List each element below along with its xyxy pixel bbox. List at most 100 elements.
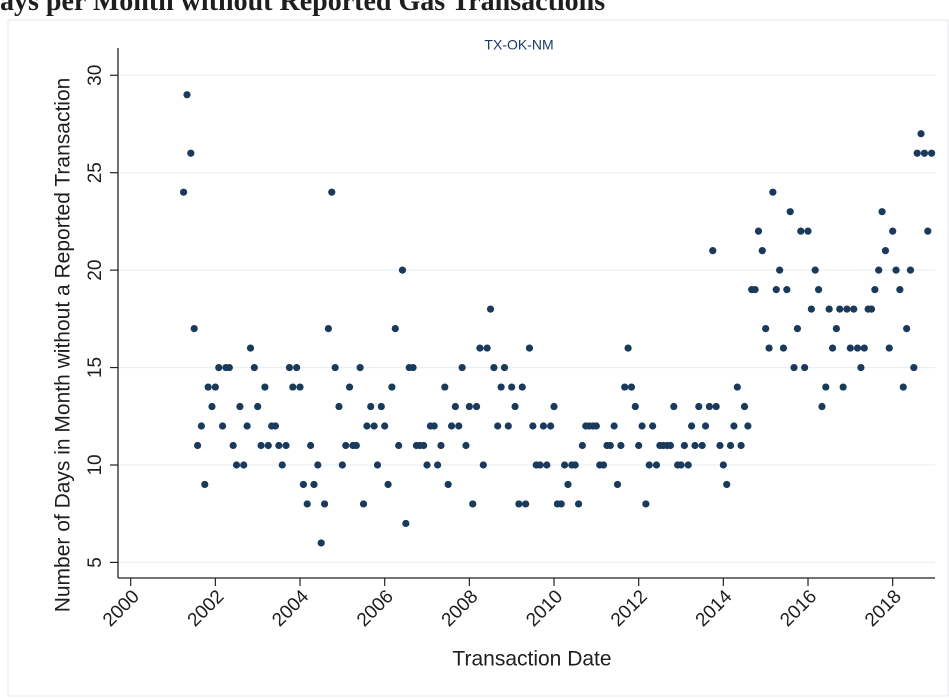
point	[754, 227, 763, 235]
point	[342, 441, 350, 450]
point	[695, 402, 703, 411]
point	[250, 363, 258, 372]
point	[635, 441, 643, 450]
point	[465, 402, 473, 411]
point	[621, 383, 629, 391]
point	[839, 383, 847, 391]
point	[758, 247, 766, 255]
y-tick-label: 15	[85, 357, 106, 378]
point	[539, 422, 548, 430]
point	[687, 422, 696, 430]
point	[345, 383, 354, 391]
point	[547, 422, 555, 430]
point	[564, 480, 572, 489]
point	[881, 247, 890, 255]
point	[500, 363, 509, 372]
point	[261, 383, 269, 391]
point	[740, 402, 749, 411]
point	[208, 402, 216, 411]
point	[293, 363, 301, 372]
point	[229, 441, 237, 450]
point	[846, 344, 854, 352]
point	[638, 422, 646, 430]
point	[451, 402, 459, 411]
point	[645, 461, 653, 469]
point	[299, 480, 308, 489]
point	[476, 344, 484, 352]
point	[338, 461, 346, 469]
point	[525, 344, 534, 352]
point	[712, 402, 720, 411]
point	[529, 422, 537, 430]
point	[352, 441, 360, 450]
point	[779, 344, 788, 352]
point	[363, 422, 371, 430]
point	[765, 344, 773, 352]
point	[398, 266, 407, 274]
point	[878, 208, 886, 216]
point	[314, 461, 322, 469]
point	[550, 402, 558, 411]
point	[769, 188, 777, 196]
point	[917, 130, 925, 138]
chart-subtitle: TX-OK-NM	[484, 37, 553, 53]
point	[420, 441, 428, 450]
point	[606, 441, 614, 450]
point	[701, 422, 710, 430]
point	[264, 441, 272, 450]
point	[183, 91, 191, 99]
point	[391, 324, 399, 333]
point	[624, 344, 632, 352]
point	[875, 266, 883, 274]
point	[215, 363, 223, 372]
point	[652, 461, 661, 469]
point	[744, 422, 752, 430]
point	[243, 422, 251, 430]
point	[776, 266, 784, 274]
point	[698, 441, 706, 450]
point	[444, 480, 452, 489]
point	[469, 500, 477, 508]
point	[811, 266, 819, 274]
point	[441, 383, 449, 391]
y-tick-label: 25	[85, 162, 106, 183]
point	[204, 383, 212, 391]
point	[832, 324, 840, 333]
point	[543, 461, 551, 469]
point	[388, 383, 396, 391]
point	[730, 422, 738, 430]
point	[705, 402, 713, 411]
point	[737, 441, 745, 450]
point	[853, 344, 862, 352]
chart-title: ays per Month without Reported Gas Trans…	[0, 0, 605, 17]
point	[793, 324, 802, 333]
point	[310, 480, 318, 489]
point	[508, 383, 516, 391]
point	[307, 441, 315, 450]
point	[447, 422, 456, 430]
point	[913, 149, 921, 157]
point	[617, 441, 625, 450]
points	[180, 91, 936, 547]
point	[504, 422, 512, 430]
point	[518, 383, 526, 391]
y-tick-label: 10	[85, 454, 106, 475]
point	[240, 461, 248, 469]
point	[677, 461, 685, 469]
point	[437, 441, 445, 450]
point	[903, 324, 911, 333]
point	[680, 441, 688, 450]
point	[232, 461, 241, 469]
point	[423, 461, 431, 469]
point	[709, 247, 717, 255]
point	[497, 383, 505, 391]
point	[370, 422, 378, 430]
point	[479, 461, 487, 469]
point	[331, 363, 339, 372]
point	[719, 461, 727, 469]
point	[906, 266, 915, 274]
point	[726, 441, 735, 450]
point	[772, 286, 780, 294]
point	[373, 461, 382, 469]
y-axis-label: Number of Days in Month without a Report…	[52, 78, 75, 613]
